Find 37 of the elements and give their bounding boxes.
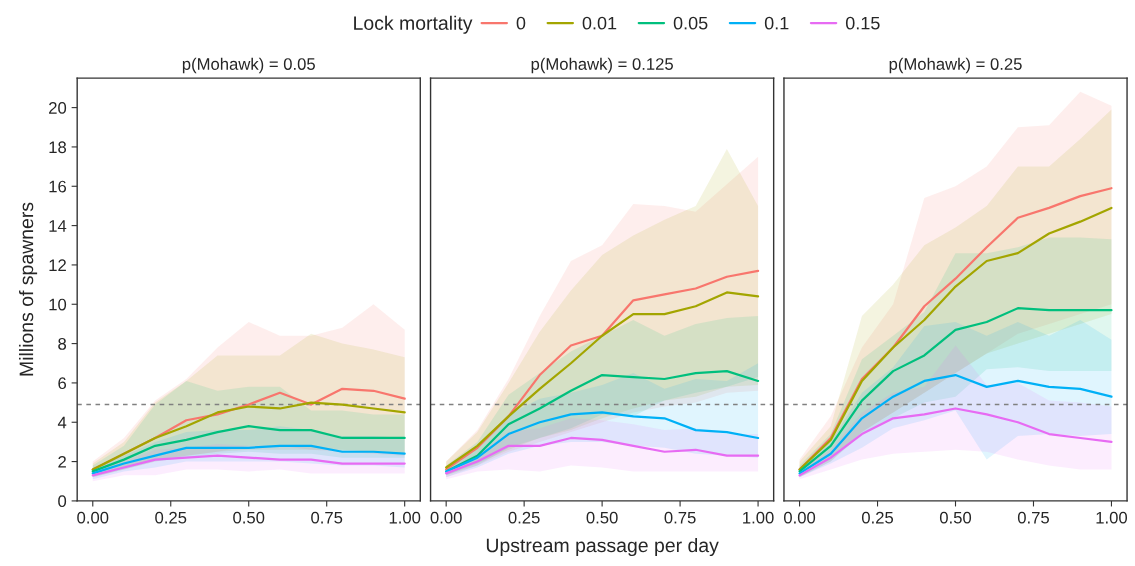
x-tick-label: 0.25 [508, 511, 540, 524]
legend-title: Lock mortality [354, 15, 473, 34]
x-tick-label: 1.00 [743, 511, 774, 524]
legend-label: 0.05 [673, 16, 708, 30]
y-tick-label: 12 [49, 259, 66, 271]
x-tick-label: 0.75 [664, 511, 696, 524]
y-tick-label: 10 [49, 298, 67, 311]
legend-label: 0.15 [845, 16, 880, 30]
y-tick-label: 8 [58, 337, 67, 350]
x-tick-label: 0.00 [783, 511, 816, 524]
y-tick-label: 0 [58, 495, 67, 508]
y-tick-label: 20 [49, 102, 67, 114]
chart-title: p(Mohawk) = 0.125 [531, 57, 673, 74]
y-tick-label: 18 [49, 141, 67, 154]
chart-title: p(Mohawk) = 0.25 [889, 57, 1022, 74]
x-tick-label: 0.50 [586, 511, 618, 524]
y-tick-label: 4 [57, 416, 67, 429]
x-tick-label: 1.00 [389, 511, 421, 524]
y-tick-label: 14 [49, 220, 67, 232]
x-tick-label: 0.25 [861, 511, 894, 524]
x-tick-label: 0.75 [311, 511, 343, 524]
x-tick-label: 0.00 [77, 511, 109, 524]
legend-label: 0.1 [764, 16, 789, 30]
x-tick-label: 0.50 [233, 511, 265, 524]
y-axis-title: Millions of spawners [18, 202, 38, 376]
x-tick-label: 1.00 [1096, 511, 1128, 524]
x-tick-label: 0.50 [939, 511, 972, 524]
y-tick-label: 6 [58, 377, 67, 390]
x-tick-label: 0.00 [430, 511, 462, 524]
x-tick-label: 0.25 [155, 511, 187, 524]
legend-label: 0.01 [582, 16, 617, 30]
chart-title: p(Mohawk) = 0.05 [182, 57, 315, 74]
y-tick-label: 2 [58, 455, 66, 468]
legend-label: 0 [516, 16, 526, 30]
y-tick-label: 16 [49, 180, 67, 193]
x-tick-label: 0.75 [1017, 511, 1050, 524]
x-axis-title: Upstream passage per day [486, 537, 719, 557]
